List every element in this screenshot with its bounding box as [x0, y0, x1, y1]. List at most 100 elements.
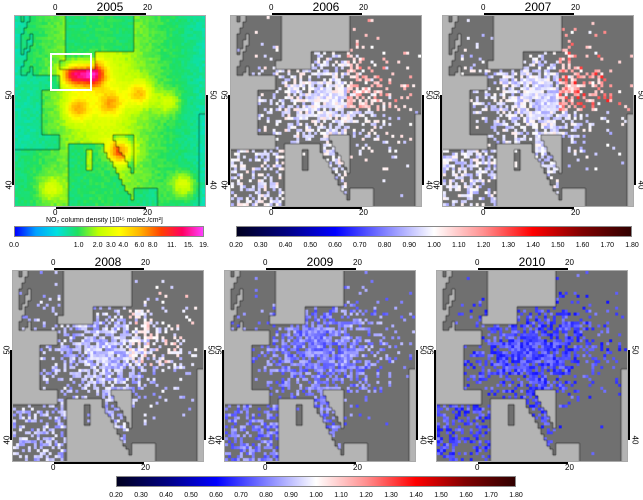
panel-title: 2010 — [518, 255, 546, 269]
ratio-colorbar-top — [236, 226, 632, 237]
colorbar-tick-label: 1.50 — [434, 492, 448, 499]
colorbar-tick-label: 1.40 — [409, 492, 423, 499]
colorbar-tick-label: 0.80 — [377, 242, 392, 249]
colorbar-tick-label: 0.0 — [9, 242, 19, 249]
lat-tick-left: 40 — [426, 435, 436, 445]
lat-tick-left: 50 — [220, 90, 230, 100]
map-canvas — [14, 15, 206, 207]
lat-tick-right: 40 — [630, 435, 640, 445]
lon-axis-bar-top — [484, 13, 574, 15]
map-canvas — [12, 270, 204, 462]
lon-tick-bottom: 20 — [141, 463, 150, 472]
panel-title: 2006 — [312, 0, 340, 14]
map-panel-2006: 2006 0 0 20 20 50 50 40 40 — [220, 0, 433, 217]
lon-tick-bottom: 20 — [565, 463, 574, 472]
colorbar-tick-label: 0.50 — [184, 492, 198, 499]
colorbar-tick-label: 2.0 — [92, 242, 103, 249]
lat-tick-left: 50 — [426, 345, 436, 355]
colorbar-tick-label: 8.0 — [147, 242, 158, 249]
lon-tick-bottom: 20 — [571, 208, 580, 217]
lon-tick-bottom: 20 — [359, 208, 368, 217]
lat-tick-left: 50 — [4, 90, 14, 100]
colorbar-tick-label: 1.40 — [526, 242, 540, 249]
colorbar-tick-label: 0.90 — [284, 492, 298, 499]
colorbar-tick-label: 15. — [183, 242, 194, 249]
lat-tick-left: 40 — [220, 180, 230, 190]
lat-axis-bar-right — [422, 95, 424, 185]
lon-tick-bottom: 0 — [481, 208, 486, 217]
map-canvas — [230, 15, 422, 207]
colorbar-tick-label: 1.20 — [476, 242, 491, 249]
panel-title: 2007 — [524, 0, 552, 14]
lat-tick-right: 50 — [208, 90, 218, 100]
lon-axis-bar-bottom — [484, 207, 574, 209]
lat-axis-bar-left — [222, 350, 224, 440]
colorbar-tick-label: 1.10 — [451, 242, 466, 249]
lat-tick-left: 40 — [4, 180, 14, 190]
panel-title: 2009 — [306, 255, 334, 269]
lon-axis-bar-top — [478, 268, 568, 270]
lat-tick-left: 50 — [214, 345, 224, 355]
lon-tick-bottom: 0 — [263, 463, 268, 472]
lat-tick-right: 50 — [630, 345, 640, 355]
lon-tick-top: 20 — [571, 3, 580, 12]
colorbar-tick-label: 0.50 — [303, 242, 318, 249]
map-canvas — [224, 270, 416, 462]
lon-tick-top: 0 — [263, 258, 268, 267]
lon-axis-bar-bottom — [478, 462, 568, 464]
lat-tick-right: 40 — [206, 435, 216, 445]
map-panel-2009: 2009 0 0 20 20 50 50 40 40 — [214, 255, 427, 472]
colorbar-tick-label: 0.60 — [209, 492, 223, 499]
colorbar-tick-label: 19. — [199, 242, 209, 249]
map-panel-2005: 2005 0 0 20 20 50 50 40 40 — [4, 0, 217, 217]
lon-axis-bar-top — [266, 268, 356, 270]
lat-tick-left: 40 — [432, 180, 442, 190]
lat-tick-left: 40 — [2, 435, 12, 445]
lon-tick-bottom: 20 — [353, 463, 362, 472]
lon-axis-bar-top — [272, 13, 362, 15]
no2-colorbar — [14, 226, 204, 237]
colorbar-tick-label: 0.70 — [234, 492, 248, 499]
lat-axis-bar-right — [634, 95, 636, 185]
lat-axis-bar-left — [434, 350, 436, 440]
colorbar-tick-label: 4.0 — [118, 242, 129, 249]
colorbar-tick-label: 0.60 — [328, 242, 342, 249]
lat-tick-right: 50 — [418, 345, 428, 355]
benelux-highlight-box — [50, 53, 92, 91]
panel-title: 2005 — [96, 0, 124, 14]
colorbar-tick-label: 1.60 — [575, 242, 590, 249]
lat-axis-bar-right — [628, 350, 630, 440]
colorbar-tick-label: 0.80 — [259, 492, 273, 499]
lat-axis-bar-left — [228, 95, 230, 185]
colorbar-title: NO₂ column density [10¹⁵ molec./cm²] — [46, 217, 163, 224]
map-panel-2007: 2007 0 0 20 20 50 50 40 40 — [432, 0, 643, 217]
lon-tick-bottom: 0 — [53, 208, 58, 217]
lat-tick-left: 50 — [2, 345, 12, 355]
lat-tick-right: 50 — [424, 90, 434, 100]
colorbar-tick-label: 1.30 — [501, 242, 516, 249]
lat-axis-bar-right — [204, 350, 206, 440]
lon-tick-top: 0 — [475, 258, 480, 267]
colorbar-tick-label: 0.30 — [134, 492, 148, 499]
colorbar-tick-label: 0.40 — [159, 492, 173, 499]
colorbar-tick-label: 1.0 — [73, 242, 84, 249]
colorbar-tick-label: 0.40 — [278, 242, 293, 249]
lat-tick-right: 40 — [424, 180, 434, 190]
colorbar-tick-label: 0.30 — [253, 242, 268, 249]
lon-tick-top: 20 — [353, 258, 362, 267]
lat-tick-right: 40 — [208, 180, 218, 190]
panel-title: 2008 — [94, 255, 122, 269]
map-canvas — [436, 270, 628, 462]
lat-tick-right: 50 — [206, 345, 216, 355]
colorbar-tick-label: 0.20 — [109, 492, 123, 499]
lon-tick-bottom: 0 — [475, 463, 480, 472]
map-panel-2008: 2008 0 0 20 20 50 50 40 40 — [2, 255, 215, 472]
colorbar-tick-label: 1.20 — [359, 492, 373, 499]
lat-tick-left: 50 — [432, 90, 442, 100]
lat-tick-right: 40 — [636, 180, 643, 190]
lat-axis-bar-left — [12, 95, 14, 185]
lon-axis-bar-bottom — [266, 462, 356, 464]
lon-tick-top: 0 — [481, 3, 486, 12]
colorbar-tick-label: 3.0 — [106, 242, 116, 249]
